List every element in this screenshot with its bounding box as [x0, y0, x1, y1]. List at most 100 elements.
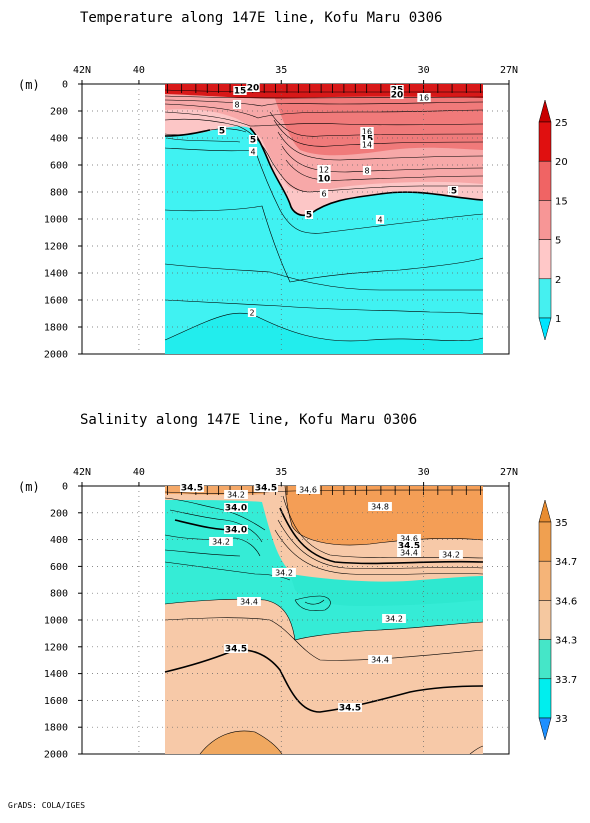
salinity-contour-label: 34.2 — [212, 538, 230, 547]
salinity-colorbar-box — [538, 521, 552, 562]
temperature-contour-label: 8 — [364, 167, 369, 176]
salinity-y-tick-label: 600 — [50, 562, 68, 573]
temperature-contour-label: 2 — [249, 309, 254, 318]
salinity-colorbar-label: 35 — [555, 518, 568, 529]
salinity-x-tick-label: 35 — [275, 467, 287, 478]
salinity-colorbar-label: 34.6 — [555, 596, 577, 607]
temperature-y-tick-label: 400 — [50, 134, 68, 145]
temperature-contour-label: 16 — [419, 94, 429, 103]
salinity-y-tick-label: 1000 — [44, 616, 68, 627]
temperature-contour-label: 20 — [247, 84, 260, 94]
temperature-contour-label-bg — [360, 140, 374, 149]
salinity-contour-label-bg — [224, 644, 248, 653]
salinity-y-tick-label: 800 — [50, 589, 68, 600]
salinity-contour-label: 34.5 — [339, 704, 361, 714]
salinity-x-tick-label: 27N — [500, 467, 518, 478]
temperature-colorbar-bottom-arrow — [538, 317, 552, 341]
salinity-y-tick-label: 200 — [50, 508, 68, 519]
temperature-title: Temperature along 147E line, Kofu Maru 0… — [80, 10, 442, 26]
salinity-contour-label: 34.2 — [275, 569, 293, 578]
temperature-contour-labels: 1520252016855416151412108655542 — [217, 83, 459, 318]
salinity-contour-label: 34.4 — [240, 598, 258, 607]
temperature-contour-label-bg — [246, 83, 260, 92]
salinity-y-tick-label: 2000 — [44, 750, 68, 761]
salinity-colorbar: 33 33.7 34.3 34.6 34.7 35 — [538, 499, 577, 741]
temperature-x-tick-label: 40 — [133, 65, 145, 76]
temperature-y-tick-label: 1000 — [44, 215, 68, 226]
temperature-x-tick-label: 27N — [500, 65, 518, 76]
salinity-x-tick-label: 40 — [133, 467, 145, 478]
temperature-contour-label: 5 — [219, 127, 225, 137]
temperature-y-tick-label: 1400 — [44, 269, 68, 280]
salinity-x-tick-label: 42N — [73, 467, 91, 478]
temperature-contour-label: 12 — [319, 166, 329, 175]
temperature-colorbar-label: 5 — [555, 236, 561, 247]
salinity-colorbar-top-arrow — [538, 499, 552, 523]
salinity-contour-label: 34.5 — [181, 484, 203, 494]
temperature-contour-label: 5 — [306, 211, 312, 221]
salinity-contour-label: 34.5 — [255, 484, 277, 494]
salinity-contour-label-bg — [254, 483, 278, 492]
temperature-contour-label: 8 — [234, 101, 239, 110]
salinity-contour-label-bg — [180, 483, 204, 492]
salinity-y-tick-label: 1400 — [44, 669, 68, 680]
salinity-contour-label: 34.5 — [225, 645, 247, 655]
salinity-contour-label-bg — [296, 485, 320, 494]
temperature-y-tick-label: 2000 — [44, 350, 68, 361]
temperature-contour-label: 16 — [362, 128, 372, 137]
temperature-contour-label: 4 — [377, 216, 382, 225]
temperature-colorbar-box — [538, 239, 552, 280]
temperature-contour-label: 14 — [362, 141, 372, 150]
salinity-contour-label-bg — [368, 502, 392, 511]
salinity-x-tick-label: 30 — [418, 467, 430, 478]
temperature-y-tick-label: 800 — [50, 188, 68, 199]
temperature-y-tick-label: 1600 — [44, 296, 68, 307]
salinity-contour-label: 34.2 — [227, 491, 245, 500]
temperature-contour-label-bg — [317, 174, 331, 183]
temperature-contour-label: 10 — [318, 175, 331, 185]
temperature-colorbar-label: 20 — [555, 157, 568, 168]
temperature-x-tick-label: 30 — [418, 65, 430, 76]
temperature-y-tick-label: 600 — [50, 161, 68, 172]
salinity-contour-label: 34.4 — [400, 549, 418, 558]
temperature-contour-label-bg — [319, 189, 329, 198]
salinity-contour-label: 34.6 — [299, 486, 317, 495]
temperature-colorbar-label: 25 — [555, 118, 568, 129]
salinity-contour-label-bg — [368, 655, 392, 664]
temperature-contour-label-bg — [375, 215, 385, 224]
temperature-contour-label: 5 — [250, 136, 256, 146]
salinity-contour-label: 34.8 — [371, 503, 389, 512]
salinity-contour-label-bg — [209, 537, 233, 546]
salinity-contour-label: 34.2 — [385, 615, 403, 624]
temperature-bottom-fill — [165, 313, 483, 354]
temperature-contour-label-bg — [233, 86, 247, 95]
salinity-contour-label-bg — [397, 548, 421, 557]
temperature-x-tick-label: 35 — [275, 65, 287, 76]
salinity-y-tick-label: 1600 — [44, 696, 68, 707]
temperature-contour-label: 20 — [391, 91, 404, 101]
temperature-contour-label-bg — [248, 147, 258, 156]
salinity-colorbar-bottom-arrow — [538, 717, 552, 741]
salinity-contour-label-bg — [224, 490, 248, 499]
salinity-colorbar-box — [538, 678, 552, 719]
temperature-colorbar-label: 1 — [555, 314, 561, 325]
temperature-colorbar-label: 15 — [555, 196, 568, 207]
temperature-contour-label-bg — [248, 135, 258, 144]
temperature-contour-label-bg — [317, 165, 331, 174]
temperature-y-tick-label: 0 — [62, 80, 68, 91]
temperature-contour-label: 6 — [321, 190, 326, 199]
temperature-colorbar-box — [538, 200, 552, 240]
temperature-contour-label-bg — [304, 210, 314, 219]
temperature-contour-label-bg — [360, 134, 374, 143]
salinity-contour-label: 34.0 — [225, 504, 247, 514]
salinity-contour-label-bg — [397, 534, 421, 543]
salinity-y-tick-label: 400 — [50, 535, 68, 546]
temperature-depth-unit: (m) — [18, 78, 40, 92]
temperature-contour-label-bg — [362, 166, 372, 175]
salinity-colorbar-box — [538, 560, 552, 601]
temperature-contour-label: 4 — [250, 148, 255, 157]
temperature-y-tick-label: 200 — [50, 107, 68, 118]
salinity-contour-label: 34.4 — [371, 656, 389, 665]
temperature-y-tick-label: 1200 — [44, 242, 68, 253]
